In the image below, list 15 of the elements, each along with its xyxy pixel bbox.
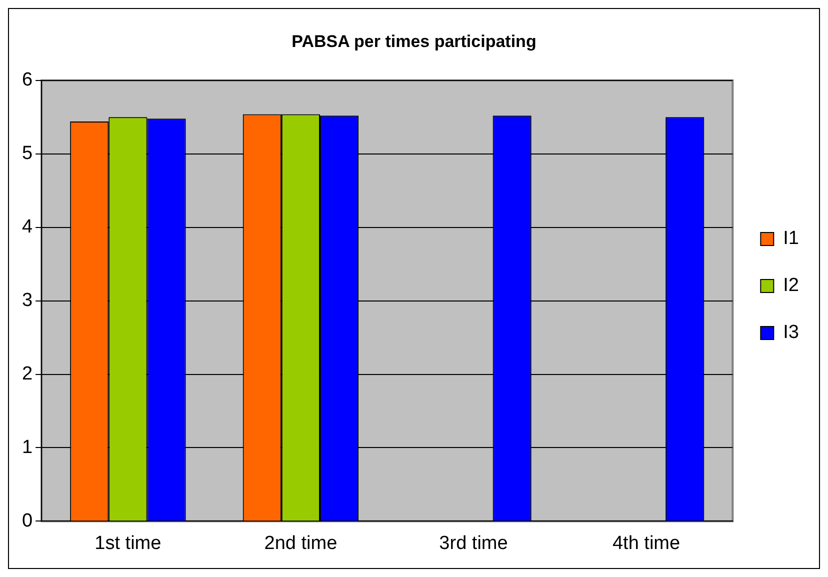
y-tick-label: 1 [22,436,33,458]
legend-label: I3 [783,322,800,344]
legend-label: I1 [783,228,800,250]
y-tick-label: 4 [22,216,33,238]
x-tick-label: 3rd time [439,532,508,554]
y-tick-label: 6 [22,70,33,91]
y-tick-label: 0 [22,510,33,532]
x-tick-label: 2nd time [264,532,338,554]
legend-label: I2 [783,275,800,296]
x-tick-label: 1st time [94,532,162,554]
y-tick-label: 5 [22,143,33,164]
y-tick-label: 3 [22,290,33,312]
y-tick-label: 2 [22,364,33,384]
chart-title: PABSA per times participating [292,32,536,51]
x-tick-label: 4th time [612,532,680,554]
